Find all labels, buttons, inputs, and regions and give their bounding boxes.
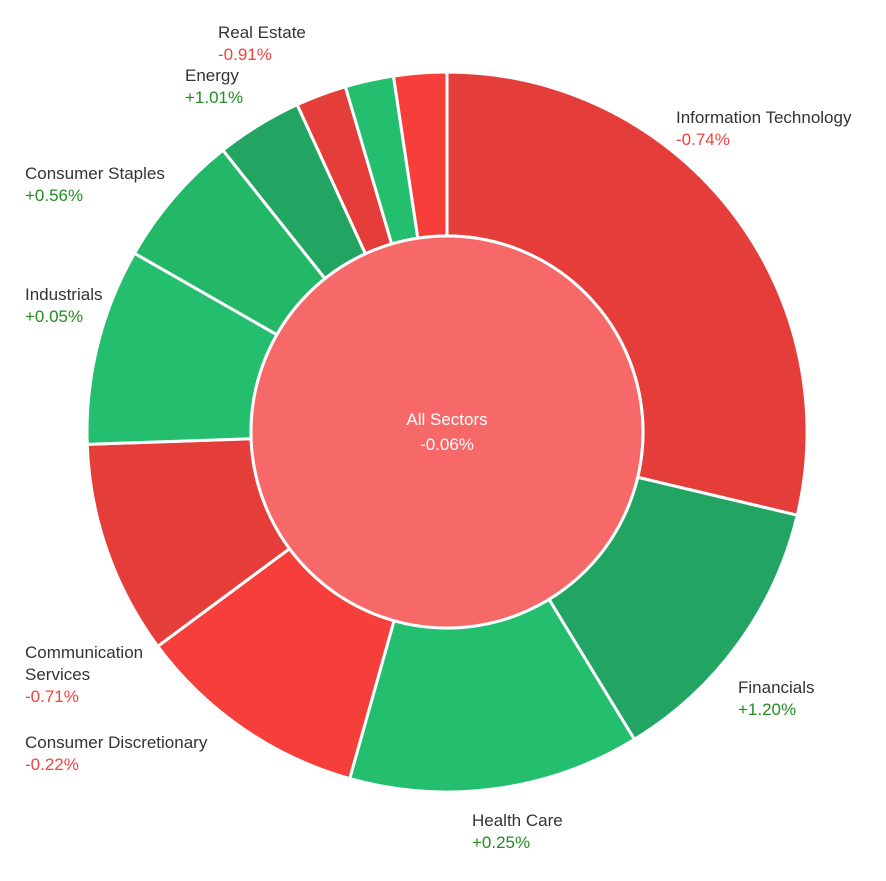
label-name-real-estate: Real Estate: [218, 23, 306, 42]
slices-layer: [85, 70, 809, 794]
label-consumer-staples: Consumer Staples +0.56%: [25, 164, 165, 205]
label-change-real-estate: -0.91%: [218, 45, 272, 64]
center-change: -0.06%: [420, 435, 474, 454]
label-information-technology: Information Technology -0.74%: [676, 108, 852, 149]
label-financials: Financials +1.20%: [738, 678, 815, 719]
label-change-health-care: +0.25%: [472, 833, 530, 852]
label-name-energy: Energy: [185, 66, 239, 85]
labels-layer: Information Technology -0.74% Financials +1…: [25, 23, 852, 852]
label-name-industrials: Industrials: [25, 285, 102, 304]
label-communication-services: Communication Services -0.71%: [25, 643, 143, 706]
all-sectors-center[interactable]: [249, 234, 645, 630]
label-change-financials: +1.20%: [738, 700, 796, 719]
label-energy: Energy +1.01%: [185, 66, 243, 107]
label-change-consumer-staples: +0.56%: [25, 186, 83, 205]
label-change-energy: +1.01%: [185, 88, 243, 107]
label-consumer-discretionary: Consumer Discretionary -0.22%: [25, 733, 208, 774]
label-name-consumer-discretionary: Consumer Discretionary: [25, 733, 208, 752]
label-change-information-technology: -0.74%: [676, 130, 730, 149]
center-name: All Sectors: [406, 410, 487, 429]
label-name-information-technology: Information Technology: [676, 108, 852, 127]
label-health-care: Health Care +0.25%: [472, 811, 563, 852]
label-name-consumer-staples: Consumer Staples: [25, 164, 165, 183]
label-change-industrials: +0.05%: [25, 307, 83, 326]
label-name-communication-services-1: Communication: [25, 643, 143, 662]
label-real-estate: Real Estate -0.91%: [218, 23, 306, 64]
label-industrials: Industrials +0.05%: [25, 285, 102, 326]
label-change-communication-services: -0.71%: [25, 687, 79, 706]
label-change-consumer-discretionary: -0.22%: [25, 755, 79, 774]
label-name-communication-services-2: Services: [25, 665, 90, 684]
label-name-financials: Financials: [738, 678, 815, 697]
label-name-health-care: Health Care: [472, 811, 563, 830]
